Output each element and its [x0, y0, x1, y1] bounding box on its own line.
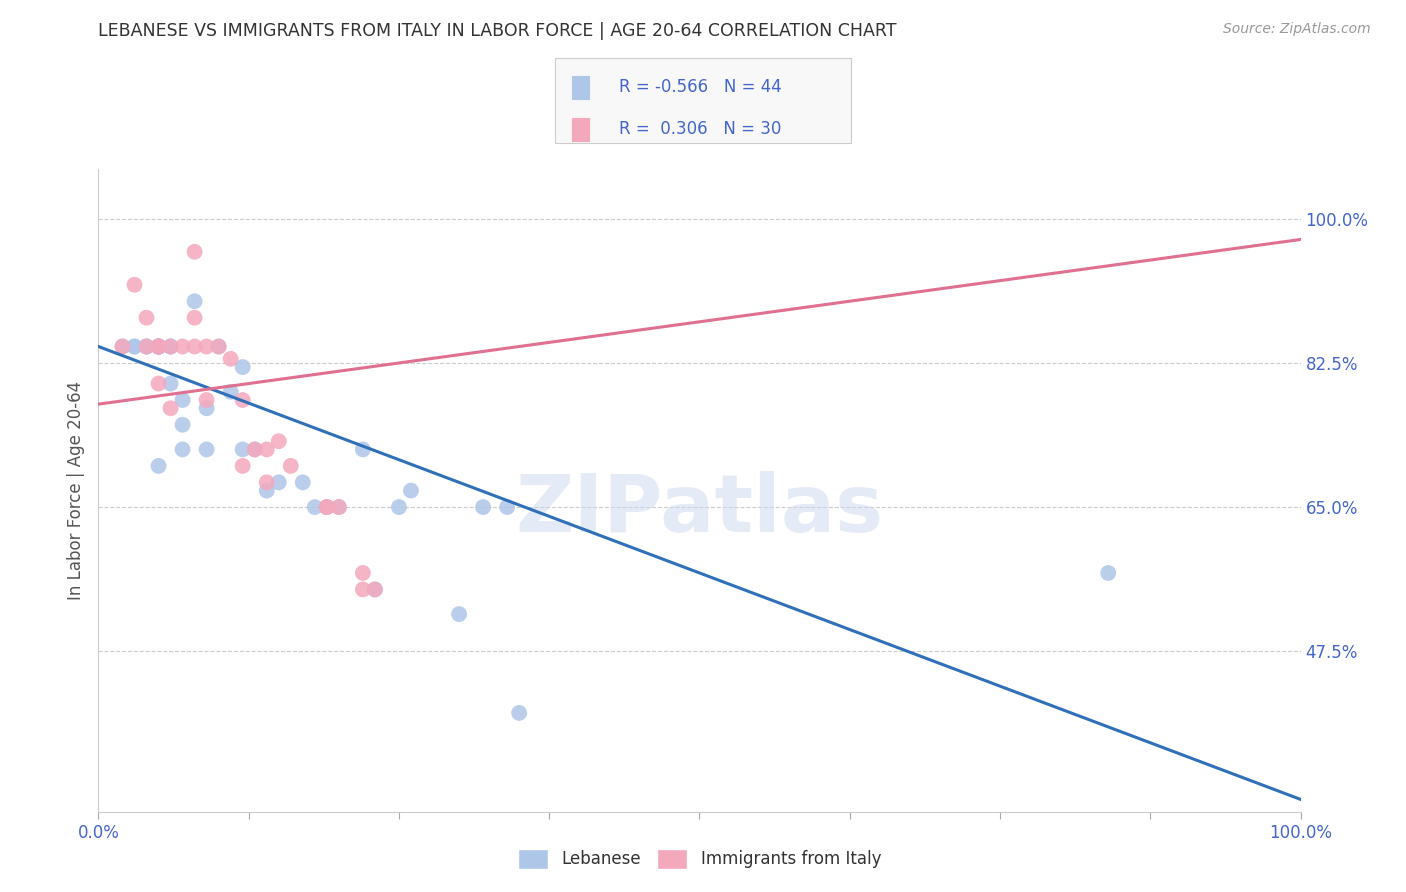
- Point: [267, 475, 290, 490]
- Point: [172, 339, 194, 353]
- Point: [124, 277, 146, 292]
- Point: [315, 500, 337, 514]
- Y-axis label: In Labor Force | Age 20-64: In Labor Force | Age 20-64: [66, 381, 84, 600]
- Point: [124, 339, 146, 353]
- Text: LEBANESE VS IMMIGRANTS FROM ITALY IN LABOR FORCE | AGE 20-64 CORRELATION CHART: LEBANESE VS IMMIGRANTS FROM ITALY IN LAB…: [98, 22, 897, 40]
- Point: [111, 339, 134, 353]
- Point: [208, 339, 231, 353]
- Point: [256, 483, 278, 498]
- Point: [208, 339, 231, 353]
- Point: [328, 500, 350, 514]
- Point: [219, 351, 242, 366]
- Point: [148, 339, 170, 353]
- Point: [183, 244, 205, 259]
- Point: [148, 458, 170, 473]
- Point: [256, 475, 278, 490]
- Point: [280, 458, 302, 473]
- Point: [135, 339, 157, 353]
- Text: R =  0.306   N = 30: R = 0.306 N = 30: [619, 120, 780, 138]
- Point: [148, 339, 170, 353]
- Point: [183, 339, 205, 353]
- Legend: Lebanese, Immigrants from Italy: Lebanese, Immigrants from Italy: [509, 840, 890, 877]
- Point: [291, 475, 314, 490]
- Point: [172, 442, 194, 457]
- Point: [148, 339, 170, 353]
- Point: [195, 442, 218, 457]
- Point: [135, 339, 157, 353]
- Point: [219, 384, 242, 399]
- Point: [352, 566, 374, 580]
- Text: R = -0.566   N = 44: R = -0.566 N = 44: [619, 78, 782, 96]
- Point: [232, 392, 254, 407]
- Point: [159, 339, 181, 353]
- Point: [183, 310, 205, 325]
- Point: [148, 339, 170, 353]
- Point: [135, 339, 157, 353]
- Text: ZIPatlas: ZIPatlas: [516, 471, 883, 549]
- Point: [159, 339, 181, 353]
- Point: [304, 500, 326, 514]
- Point: [148, 339, 170, 353]
- Point: [364, 582, 387, 597]
- Point: [315, 500, 337, 514]
- Text: Source: ZipAtlas.com: Source: ZipAtlas.com: [1223, 22, 1371, 37]
- Point: [447, 607, 470, 621]
- Point: [364, 582, 387, 597]
- Point: [195, 392, 218, 407]
- Point: [472, 500, 495, 514]
- Point: [352, 582, 374, 597]
- Point: [232, 458, 254, 473]
- Point: [135, 310, 157, 325]
- Point: [195, 339, 218, 353]
- Point: [124, 339, 146, 353]
- Point: [148, 339, 170, 353]
- Point: [172, 417, 194, 432]
- Point: [148, 339, 170, 353]
- Point: [352, 442, 374, 457]
- Point: [148, 339, 170, 353]
- Point: [399, 483, 422, 498]
- Point: [508, 706, 530, 720]
- Point: [243, 442, 266, 457]
- Point: [159, 401, 181, 416]
- Point: [148, 376, 170, 391]
- Point: [232, 360, 254, 375]
- Point: [496, 500, 519, 514]
- Point: [315, 500, 337, 514]
- Point: [1097, 566, 1119, 580]
- Point: [148, 339, 170, 353]
- Point: [172, 392, 194, 407]
- Point: [243, 442, 266, 457]
- Point: [267, 434, 290, 449]
- Point: [135, 339, 157, 353]
- Point: [232, 442, 254, 457]
- Point: [111, 339, 134, 353]
- Point: [195, 401, 218, 416]
- Point: [328, 500, 350, 514]
- Point: [159, 376, 181, 391]
- Point: [183, 294, 205, 309]
- Point: [159, 339, 181, 353]
- Point: [388, 500, 411, 514]
- Point: [148, 339, 170, 353]
- Point: [256, 442, 278, 457]
